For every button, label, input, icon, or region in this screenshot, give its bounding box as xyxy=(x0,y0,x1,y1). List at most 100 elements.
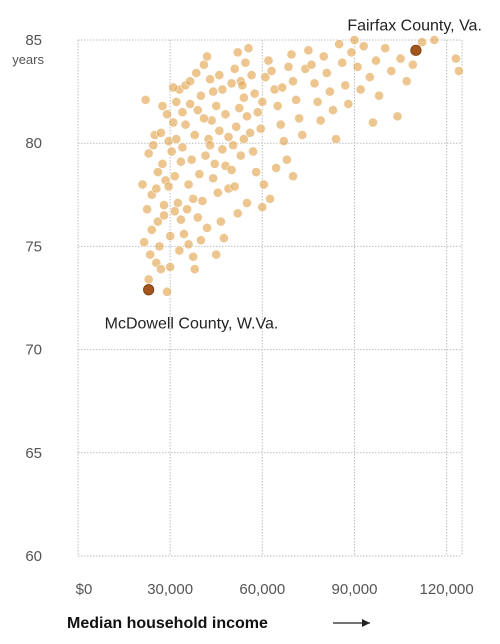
data-point xyxy=(180,119,191,130)
data-point xyxy=(355,84,366,95)
data-point xyxy=(260,72,271,83)
data-point xyxy=(229,63,240,74)
data-point xyxy=(205,74,216,85)
data-point xyxy=(318,51,329,62)
data-point xyxy=(192,105,203,116)
data-point xyxy=(202,51,212,62)
data-point xyxy=(172,198,183,209)
data-point xyxy=(175,214,186,225)
data-point xyxy=(218,233,229,244)
data-point xyxy=(315,115,326,126)
data-point xyxy=(331,134,341,145)
data-point xyxy=(243,43,254,54)
data-point xyxy=(217,144,228,155)
data-point xyxy=(214,70,225,81)
data-point xyxy=(309,78,320,89)
data-point xyxy=(291,94,302,105)
data-point xyxy=(189,129,200,140)
data-point xyxy=(386,66,397,76)
data-point xyxy=(183,239,194,250)
data-point xyxy=(380,43,391,54)
data-point xyxy=(186,154,197,165)
data-point xyxy=(334,39,345,50)
data-point xyxy=(231,121,242,132)
data-point xyxy=(226,78,237,89)
data-point xyxy=(189,264,200,275)
data-point xyxy=(283,61,294,72)
data-point xyxy=(177,107,188,118)
data-point xyxy=(199,113,209,124)
data-point xyxy=(255,123,266,134)
y-tick-label: 70 xyxy=(25,342,42,359)
data-point xyxy=(277,82,288,93)
data-point xyxy=(407,59,418,70)
data-point xyxy=(217,84,228,95)
data-point xyxy=(154,241,165,252)
data-point xyxy=(343,99,354,109)
x-tick-label: 60,000 xyxy=(239,581,285,598)
data-point xyxy=(209,158,220,169)
data-point xyxy=(169,206,180,217)
data-point xyxy=(214,125,225,136)
data-point xyxy=(286,49,297,60)
x-axis-label: Median household income xyxy=(67,615,268,632)
y-unit-label: years xyxy=(12,52,44,67)
data-point xyxy=(212,187,223,198)
data-point xyxy=(159,200,169,211)
data-point xyxy=(349,35,360,45)
data-point xyxy=(168,117,179,128)
highlight-label-fairfax: Fairfax County, Va. xyxy=(347,17,482,34)
data-point xyxy=(168,82,179,93)
data-point xyxy=(367,117,378,128)
data-point xyxy=(140,94,151,105)
data-point xyxy=(232,208,243,219)
data-point xyxy=(162,286,173,297)
data-point xyxy=(175,156,186,167)
data-point xyxy=(188,193,199,204)
data-point xyxy=(137,179,148,190)
data-point xyxy=(257,96,268,107)
grid-layer xyxy=(77,39,463,557)
data-point xyxy=(346,47,357,58)
data-point xyxy=(453,66,464,76)
data-point xyxy=(294,113,305,124)
data-point xyxy=(208,86,219,97)
data-point xyxy=(235,150,246,161)
data-point xyxy=(195,90,206,101)
data-point xyxy=(146,224,157,235)
data-point xyxy=(208,173,219,184)
x-tick-label: 120,000 xyxy=(420,581,474,598)
data-point xyxy=(171,96,182,107)
y-tick-label: 60 xyxy=(25,548,42,565)
data-point xyxy=(249,88,260,99)
data-point xyxy=(312,96,323,107)
data-point xyxy=(450,53,461,64)
data-point xyxy=(179,229,189,239)
data-point xyxy=(238,134,249,145)
data-point xyxy=(228,140,239,151)
data-point xyxy=(429,35,440,45)
data-point xyxy=(148,140,159,151)
highlight-label-mcdowell: McDowell County, W.Va. xyxy=(105,316,279,333)
data-point xyxy=(152,216,163,227)
data-point xyxy=(165,262,176,272)
data-point xyxy=(182,204,193,215)
data-point xyxy=(321,68,332,78)
data-point xyxy=(174,245,185,256)
data-point xyxy=(242,111,252,122)
data-point xyxy=(199,59,209,70)
data-point xyxy=(197,196,208,206)
data-point xyxy=(163,181,174,192)
data-point xyxy=(159,210,169,221)
data-point xyxy=(297,129,308,140)
y-tick-label: 75 xyxy=(25,238,42,255)
data-point xyxy=(220,109,231,120)
data-point xyxy=(188,251,199,262)
data-point xyxy=(200,150,211,161)
data-point xyxy=(155,264,166,275)
data-point xyxy=(229,181,240,192)
data-point xyxy=(271,163,282,173)
data-point xyxy=(358,41,369,52)
